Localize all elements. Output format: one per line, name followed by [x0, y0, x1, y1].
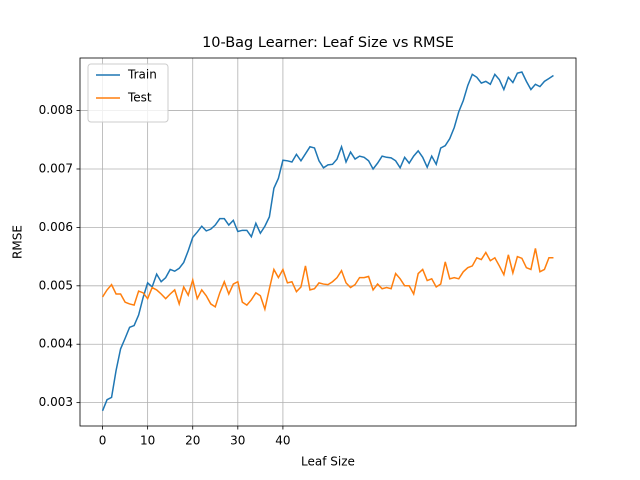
data-line	[101, 71, 554, 412]
y-tick-label: 0.004	[39, 337, 73, 351]
y-tick-label: 0.008	[39, 103, 73, 117]
y-tick-label: 0.003	[39, 395, 73, 409]
x-axis-label: Leaf Size	[301, 455, 355, 469]
x-tick-label: 30	[230, 434, 245, 448]
legend: Train Test	[87, 63, 169, 123]
y-axis-label: RMSE	[11, 225, 25, 259]
x-tick-label: 10	[140, 434, 155, 448]
plot-frame	[79, 57, 577, 427]
legend-label: Test	[127, 91, 152, 105]
x-tick-label: 0	[99, 434, 107, 448]
x-tick-label: 40	[275, 434, 290, 448]
chart-title: 10-Bag Learner: Leaf Size vs RMSE	[202, 35, 454, 51]
legend-box	[87, 63, 169, 123]
y-tick-label: 0.005	[39, 278, 73, 292]
x-tick-label: 20	[185, 434, 200, 448]
y-tick-label: 0.007	[39, 161, 73, 175]
legend-label: Train	[127, 68, 157, 82]
y-tick-label: 0.006	[39, 220, 73, 234]
data-line	[101, 248, 554, 312]
